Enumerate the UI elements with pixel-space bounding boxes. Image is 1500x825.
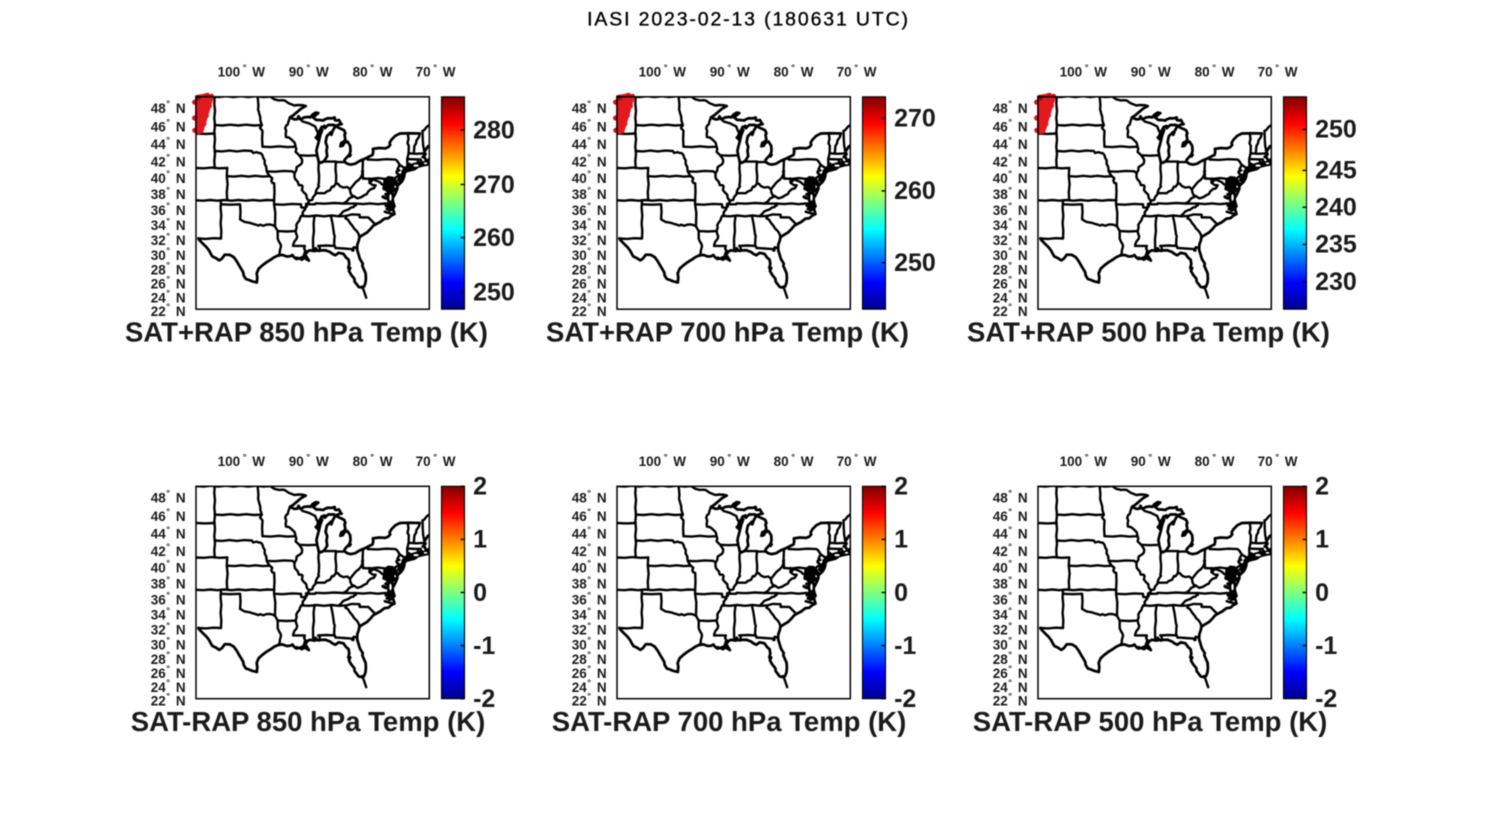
svg-text:260: 260 <box>473 224 515 252</box>
svg-text:1: 1 <box>1315 526 1329 554</box>
svg-text:2: 2 <box>894 473 908 501</box>
svg-text:SAT+RAP 500 hPa Temp (K): SAT+RAP 500 hPa Temp (K) <box>967 316 1330 347</box>
svg-text:250: 250 <box>894 249 936 277</box>
svg-text:280: 280 <box>473 116 515 144</box>
svg-text:270: 270 <box>473 171 515 199</box>
svg-text:-2: -2 <box>1315 685 1337 713</box>
svg-text:SAT-RAP 500 hPa Temp (K): SAT-RAP 500 hPa Temp (K) <box>973 706 1328 737</box>
svg-text:SAT-RAP 850 hPa Temp (K): SAT-RAP 850 hPa Temp (K) <box>131 706 486 737</box>
svg-text:0: 0 <box>894 579 908 607</box>
svg-text:1: 1 <box>473 526 487 554</box>
svg-text:260: 260 <box>894 177 936 205</box>
svg-text:2: 2 <box>1315 473 1329 501</box>
svg-text:-2: -2 <box>473 685 495 713</box>
svg-text:250: 250 <box>473 278 515 306</box>
svg-text:0: 0 <box>473 579 487 607</box>
svg-text:230: 230 <box>1315 268 1357 296</box>
svg-text:-1: -1 <box>894 632 916 660</box>
svg-text:-2: -2 <box>894 685 916 713</box>
svg-text:SAT+RAP 700 hPa Temp (K): SAT+RAP 700 hPa Temp (K) <box>546 316 909 347</box>
svg-text:SAT-RAP 700 hPa Temp (K): SAT-RAP 700 hPa Temp (K) <box>552 706 907 737</box>
svg-text:250: 250 <box>1315 116 1357 144</box>
svg-text:2: 2 <box>473 473 487 501</box>
svg-text:-1: -1 <box>1315 632 1337 660</box>
svg-text:IASI 2023-02-13 (180631 UTC): IASI 2023-02-13 (180631 UTC) <box>587 8 910 30</box>
svg-text:235: 235 <box>1315 231 1357 259</box>
svg-text:SAT+RAP 850 hPa Temp (K): SAT+RAP 850 hPa Temp (K) <box>125 316 488 347</box>
svg-text:1: 1 <box>894 526 908 554</box>
svg-text:245: 245 <box>1315 157 1357 185</box>
svg-text:-1: -1 <box>473 632 495 660</box>
svg-text:270: 270 <box>894 105 936 133</box>
svg-text:0: 0 <box>1315 579 1329 607</box>
svg-text:240: 240 <box>1315 194 1357 222</box>
